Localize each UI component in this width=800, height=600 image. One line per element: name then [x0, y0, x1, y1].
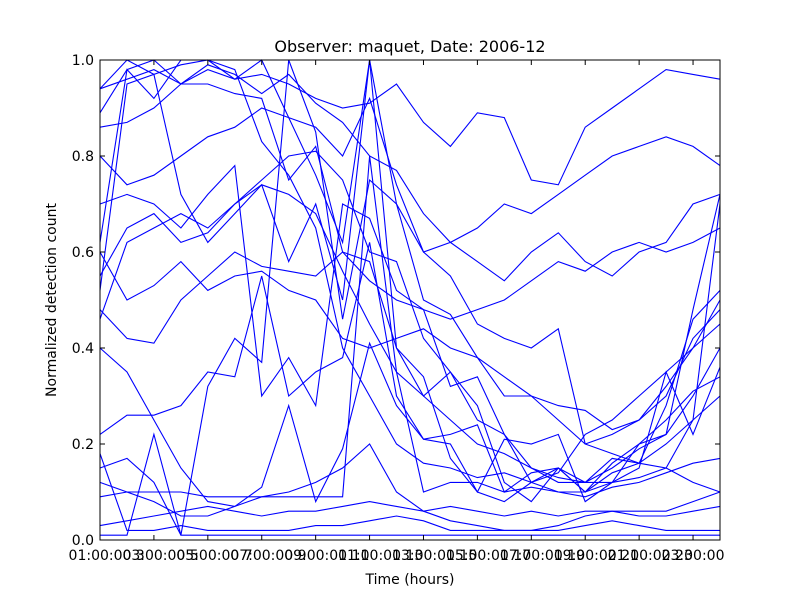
y-tick-label: 1.0: [72, 53, 94, 69]
series-line-8: [99, 155, 721, 498]
plot-frame: [99, 59, 721, 541]
x-tick-label: 03:00:00: [122, 548, 185, 564]
series-line-10: [99, 501, 721, 527]
series-line-9: [99, 457, 720, 536]
chart-title: Observer: maquet, Date: 2006-12: [274, 37, 545, 56]
series-line-19: [99, 59, 721, 431]
series-line-20: [99, 64, 721, 244]
x-tick-label: 19:00:00: [554, 548, 617, 564]
y-tick-label: 0.0: [72, 533, 94, 549]
x-tick-label: 21:00:00: [608, 548, 671, 564]
x-tick-overlap-label: 9: [298, 548, 307, 564]
series-line-1: [99, 59, 721, 503]
x-axis-label: Time (hours): [365, 572, 455, 588]
y-tick-label: 0.2: [72, 437, 94, 453]
y-tick-label: 0.4: [72, 341, 94, 357]
series-line-17: [99, 443, 721, 531]
x-tick-label: 15:00:00: [446, 548, 509, 564]
x-axis-ticks: 01:00:0003:00:0005:00:0007:00:0009:00:00…: [69, 60, 725, 564]
series-line-16: [99, 323, 721, 507]
x-tick-label: 23:00:00: [662, 548, 725, 564]
x-tick-overlap-label: 11: [352, 548, 370, 564]
series-line-7: [99, 453, 720, 531]
x-tick-overlap-label: 13: [405, 548, 423, 564]
x-tick-label: 01:00:00: [69, 548, 132, 564]
x-tick-overlap-label: 15: [459, 548, 477, 564]
x-tick-label: 11:00:00: [338, 548, 401, 564]
series-line-5: [99, 227, 721, 344]
series-line-3: [99, 164, 721, 484]
x-tick-overlap-label: 19: [567, 548, 585, 564]
x-tick-overlap-label: 7: [244, 548, 253, 564]
x-tick-label: 07:00:00: [230, 548, 293, 564]
y-axis-ticks: 0.0 0.2 0.4 0.6 0.8 1.0: [72, 53, 720, 549]
x-tick-label: 17:00:00: [500, 548, 563, 564]
y-axis-label: Normalized detection count: [44, 203, 60, 397]
series-line-6: [99, 194, 721, 493]
x-tick-label: 09:00:00: [284, 548, 347, 564]
series-line-4: [99, 251, 721, 445]
plot-lines: [99, 59, 721, 536]
y-tick-label: 0.6: [72, 245, 94, 261]
x-tick-overlap-label: 21: [621, 548, 639, 564]
y-tick-label: 0.8: [72, 149, 94, 165]
series-line-11: [100, 59, 721, 536]
x-tick-label: 05:00:00: [176, 548, 239, 564]
x-tick-overlap-label: 23: [675, 548, 693, 564]
series-line-14: [99, 96, 721, 282]
series-line-2: [99, 83, 721, 503]
x-tick-label: 13:00:00: [392, 548, 455, 564]
series-line-15: [99, 59, 721, 186]
x-tick-overlap-label: 5: [190, 548, 199, 564]
x-tick-overlap-label: 3: [136, 548, 145, 564]
series-line-13: [99, 150, 721, 483]
x-tick-overlap-label: 17: [513, 548, 531, 564]
